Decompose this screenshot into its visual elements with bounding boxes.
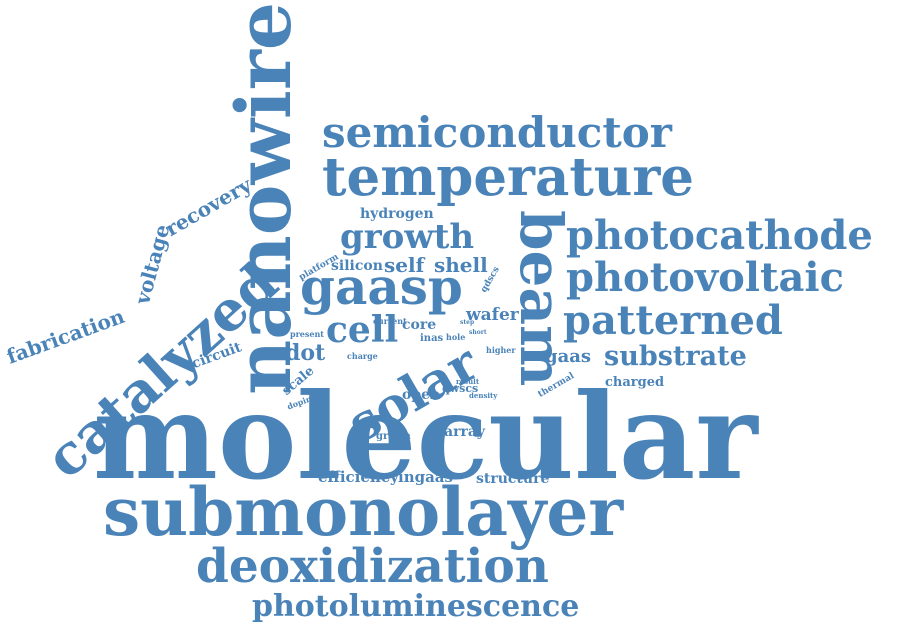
word-cell: cell [326, 309, 399, 351]
word-ingaas: ingaas [398, 468, 453, 486]
word-substrate: substrate [604, 341, 747, 372]
word-current: current [373, 316, 407, 326]
word-gaasp: gaasp [300, 257, 463, 316]
word-deoxidization: deoxidization [196, 539, 549, 594]
word-short: short [469, 329, 487, 336]
word-molecular: molecular [93, 367, 758, 506]
word-temperature: temperature [322, 146, 694, 208]
word-photoluminescence: photoluminescence [252, 589, 580, 624]
word-grown: grown [376, 431, 411, 442]
word-gaas: gaas [545, 346, 592, 367]
word-patterned: patterned [563, 297, 783, 344]
word-open: open [402, 387, 441, 403]
word-silicon: silicon [331, 258, 383, 274]
word-structure: structure [476, 471, 550, 487]
word-present: present [290, 329, 325, 339]
word-core: core [402, 317, 437, 333]
word-charged: charged [605, 375, 665, 390]
word-photovoltaic: photovoltaic [566, 254, 844, 301]
word-step: step [460, 319, 475, 326]
word-array: array [444, 424, 486, 440]
word-dot: dot [285, 340, 326, 366]
word-hydrogen: hydrogen [360, 206, 434, 222]
word-wafer: wafer [466, 305, 519, 325]
word-charge: charge [347, 351, 378, 361]
word-self: self [384, 253, 425, 277]
word-result: result [456, 377, 480, 386]
word-efficiency: efficiency [318, 468, 399, 486]
word-density: density [469, 391, 498, 400]
word-inas: inas [420, 333, 444, 344]
word-hole: hole [446, 332, 466, 342]
word-photocathode: photocathode [566, 212, 873, 259]
word-qwscs: qwscs [442, 382, 479, 395]
word-shell: shell [434, 253, 488, 277]
word-submonolayer: submonolayer [103, 473, 624, 551]
word-higher: higher [486, 345, 516, 355]
word-semiconductor: semiconductor [322, 108, 672, 157]
word-voltage: voltage [130, 221, 175, 307]
word-growth: growth [340, 217, 475, 257]
word-fabrication: fabrication [3, 303, 128, 369]
